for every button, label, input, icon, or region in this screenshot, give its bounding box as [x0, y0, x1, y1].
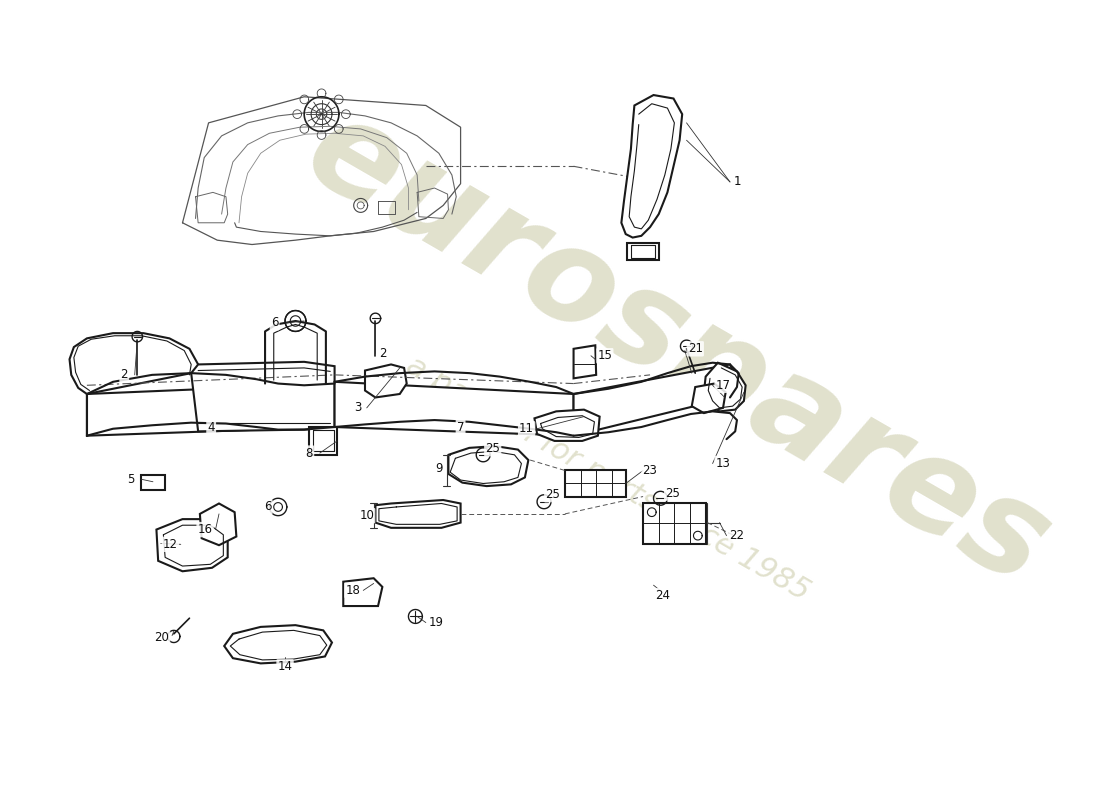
Polygon shape: [309, 427, 338, 455]
Polygon shape: [87, 383, 334, 436]
Text: 10: 10: [360, 509, 374, 522]
Text: 13: 13: [716, 457, 730, 470]
Text: 9: 9: [436, 462, 442, 475]
Text: 2: 2: [121, 368, 128, 382]
Text: 23: 23: [642, 464, 658, 477]
Polygon shape: [644, 503, 706, 544]
Polygon shape: [334, 382, 573, 436]
Text: 3: 3: [354, 402, 362, 414]
Polygon shape: [573, 365, 737, 436]
Text: 18: 18: [345, 584, 361, 597]
Text: 21: 21: [688, 342, 703, 355]
Text: 25: 25: [546, 488, 560, 502]
Polygon shape: [343, 578, 383, 606]
Text: 25: 25: [666, 486, 680, 499]
Polygon shape: [621, 95, 682, 238]
Text: 15: 15: [597, 350, 613, 362]
Text: 24: 24: [654, 589, 670, 602]
Text: 1: 1: [734, 175, 740, 189]
Text: 7: 7: [456, 421, 464, 434]
Polygon shape: [627, 242, 659, 260]
Polygon shape: [191, 362, 334, 431]
Polygon shape: [573, 346, 596, 378]
Text: 11: 11: [519, 422, 535, 435]
Text: 19: 19: [429, 616, 443, 629]
Text: 8: 8: [306, 446, 313, 459]
Polygon shape: [69, 333, 198, 394]
Polygon shape: [535, 410, 600, 441]
Text: 6: 6: [271, 316, 278, 330]
Polygon shape: [141, 475, 165, 490]
Polygon shape: [200, 503, 236, 546]
Text: a passion for parts since 1985: a passion for parts since 1985: [402, 351, 815, 607]
Text: 16: 16: [198, 523, 212, 536]
Polygon shape: [224, 625, 332, 663]
Polygon shape: [565, 470, 626, 497]
Text: 25: 25: [485, 442, 501, 455]
Text: 12: 12: [163, 538, 178, 551]
Text: 17: 17: [715, 378, 730, 392]
Text: 22: 22: [729, 529, 745, 542]
Text: 2: 2: [378, 346, 386, 360]
Polygon shape: [365, 365, 407, 398]
Polygon shape: [449, 446, 528, 486]
Text: eurospares: eurospares: [285, 85, 1071, 613]
Text: 14: 14: [277, 660, 293, 674]
Text: 6: 6: [264, 501, 272, 514]
Text: 4: 4: [208, 421, 214, 434]
Polygon shape: [156, 519, 228, 571]
Polygon shape: [692, 383, 726, 413]
Polygon shape: [704, 362, 746, 411]
Text: 20: 20: [154, 631, 169, 644]
Text: 5: 5: [126, 473, 134, 486]
Text: 1: 1: [734, 175, 740, 189]
Polygon shape: [375, 500, 461, 528]
